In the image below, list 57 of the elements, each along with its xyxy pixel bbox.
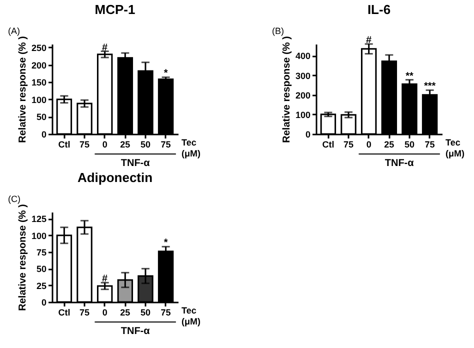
text: (C)	[8, 194, 20, 204]
y-tick-label: 300	[295, 70, 310, 81]
y-tick-label: 0	[41, 130, 46, 140]
x-tick-label: 75	[80, 140, 90, 150]
y-tick-label: 25	[36, 280, 46, 291]
x-tick-label: 25	[120, 308, 130, 318]
x-tick-label: Ctl	[322, 140, 334, 150]
x-tick-label: 75	[424, 140, 435, 150]
y-tick-label: 200	[295, 90, 310, 100]
x-axis-title: Tec (μM)	[446, 138, 464, 158]
text: TNF-α	[120, 158, 151, 169]
x-tick-label: 0	[102, 140, 108, 150]
y-tick-label: 50	[36, 264, 46, 274]
x-tick-label: Ctl	[58, 308, 70, 318]
y-tick-label: 50	[36, 112, 46, 122]
annotation: **	[406, 70, 414, 82]
text: (A)	[8, 26, 20, 36]
y-tick-label: 100	[31, 94, 46, 105]
x-tick-label: 75	[80, 308, 90, 318]
x-tick-label: 75	[344, 140, 354, 150]
annotation: *	[164, 238, 168, 249]
x-axis-title: Tec (μM)	[182, 138, 200, 158]
y-axis-title: Relative response (% )	[281, 36, 292, 143]
chart-title: MCP-1	[94, 2, 136, 17]
annotation: #	[366, 35, 372, 46]
x-tick-label: 25	[120, 140, 130, 150]
annotation: #	[102, 42, 108, 54]
chart-title: Adiponectin	[77, 170, 153, 185]
text: TNF-α	[120, 326, 151, 337]
y-tick-label: 400	[295, 51, 310, 62]
y-tick-label: 250	[31, 42, 46, 53]
y-axis-title: Relative response (% )	[17, 36, 28, 143]
x-tick-label: 50	[140, 308, 150, 318]
x-axis-title: Tec (μM)	[182, 306, 200, 326]
y-tick-label: 100	[31, 230, 46, 241]
annotation: #	[102, 274, 108, 285]
x-tick-label: 25	[384, 140, 394, 150]
y-tick-label: 125	[31, 214, 46, 224]
y-tick-label: 75	[36, 248, 46, 258]
annotation: *	[164, 68, 168, 80]
x-tick-label: 0	[102, 308, 108, 318]
chart-title: IL-6	[367, 2, 391, 17]
text: TNF-α	[384, 158, 415, 169]
x-tick-label: 50	[404, 140, 414, 150]
y-axis-title: Relative response (% )	[17, 204, 28, 311]
annotation: ***	[424, 81, 436, 92]
y-tick-label: 100	[295, 110, 310, 120]
y-tick-label: 0	[41, 298, 46, 308]
y-tick-label: 200	[31, 60, 46, 70]
y-tick-label: 0	[305, 130, 310, 140]
y-tick-label: 150	[31, 78, 46, 88]
x-tick-label: 50	[140, 140, 150, 150]
text: (B)	[272, 26, 284, 36]
x-tick-label: 75	[160, 308, 171, 318]
x-tick-label: 0	[366, 140, 372, 150]
x-tick-label: Ctl	[58, 140, 70, 150]
x-tick-label: 75	[160, 140, 171, 150]
